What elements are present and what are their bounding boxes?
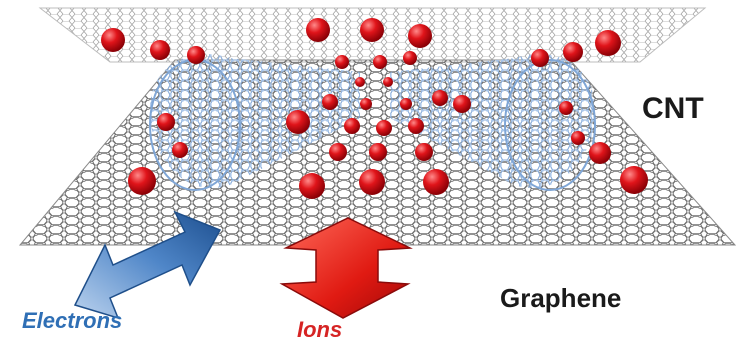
ion <box>369 143 387 161</box>
ion <box>335 55 349 69</box>
ion <box>559 101 573 115</box>
ion <box>299 173 325 199</box>
ions-label: Ions <box>297 317 343 342</box>
ion <box>453 95 471 113</box>
ion <box>306 18 330 42</box>
ion <box>187 46 205 64</box>
ion <box>359 169 385 195</box>
ion <box>286 110 310 134</box>
ion <box>620 166 648 194</box>
graphene-label: Graphene <box>500 283 622 313</box>
ion <box>383 77 393 87</box>
ion <box>571 131 585 145</box>
ion <box>355 77 365 87</box>
electrons-arrow <box>73 210 222 320</box>
ion <box>589 142 611 164</box>
ion <box>322 94 338 110</box>
ion <box>531 49 549 67</box>
ion <box>415 143 433 161</box>
ion <box>408 118 424 134</box>
ion <box>595 30 621 56</box>
ion <box>432 90 448 106</box>
right-carbon-nanotube <box>390 54 596 191</box>
ion <box>150 40 170 60</box>
ion <box>360 98 372 110</box>
cnt-label: CNT <box>642 92 704 125</box>
ion <box>403 51 417 65</box>
ion <box>423 169 449 195</box>
ion <box>376 120 392 136</box>
ions-arrow <box>279 217 413 319</box>
ion <box>360 18 384 42</box>
ion <box>172 142 188 158</box>
ion <box>329 143 347 161</box>
ion <box>101 28 125 52</box>
ion <box>128 167 156 195</box>
electrons-label: Electrons <box>22 308 123 333</box>
ion-particles <box>101 18 648 199</box>
ion <box>408 24 432 48</box>
ion <box>400 98 412 110</box>
ion <box>373 55 387 69</box>
ion <box>157 113 175 131</box>
ion <box>563 42 583 62</box>
ion <box>344 118 360 134</box>
